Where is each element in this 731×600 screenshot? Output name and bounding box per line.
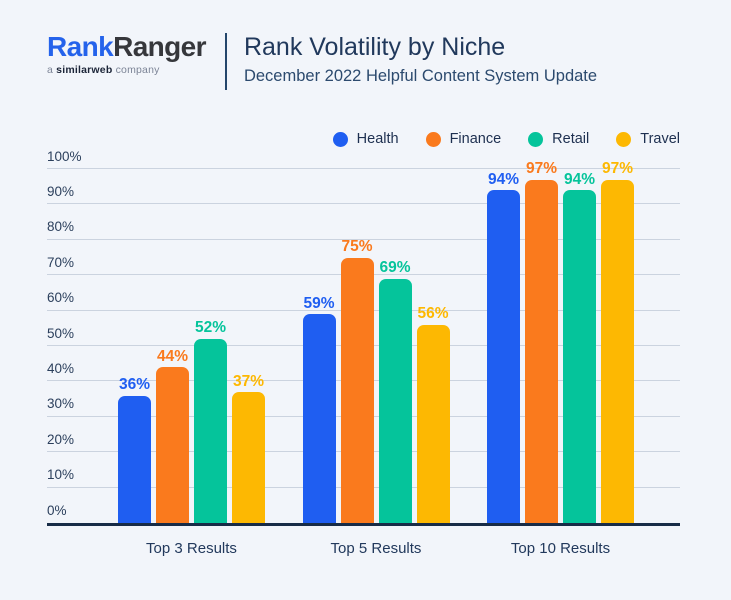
header-divider: [224, 33, 227, 90]
legend-dot-icon: [528, 131, 544, 147]
bar-column-health: 59%: [302, 169, 336, 523]
bar-travel: [232, 392, 265, 523]
y-axis-label: 10%: [47, 467, 75, 483]
legend-item-finance: Finance: [425, 131, 502, 147]
y-axis-label: 100%: [47, 148, 82, 164]
y-axis-label: 80%: [47, 219, 75, 235]
gridline: [47, 168, 680, 169]
bar-value-label: 94%: [563, 170, 596, 188]
tagline-suffix: company: [115, 64, 160, 76]
x-axis-label: Top 3 Results: [146, 540, 237, 557]
bar-column-travel: 37%: [232, 169, 265, 523]
legend-item-retail: Retail: [528, 131, 589, 147]
bar-value-label: 37%: [232, 372, 265, 390]
tagline-prefix: a: [47, 64, 54, 76]
gridline: [47, 203, 680, 205]
legend-label: Retail: [552, 131, 590, 147]
bar-value-label: 75%: [341, 238, 373, 255]
bar-column-retail: 52%: [194, 169, 227, 523]
legend-dot-icon: [425, 131, 441, 147]
bar-value-label: 69%: [379, 259, 411, 277]
bar-health: [118, 395, 151, 523]
y-axis-label: 40%: [47, 360, 75, 376]
y-axis-label: 90%: [47, 183, 75, 199]
bar-value-label: 97%: [525, 160, 558, 178]
title-block: Rank Volatility by Niche December 2022 H…: [244, 33, 597, 85]
bar-column-finance: 44%: [156, 169, 189, 523]
plot-area: 0% 10% 20% 30% 40% 50% 60% 70% 80% 90% 100% 36% 44% 5…: [47, 149, 680, 557]
gridline: [47, 238, 680, 240]
y-axis-label: 50%: [47, 325, 75, 341]
legend-label: Finance: [449, 131, 502, 147]
bar-health: [487, 190, 520, 523]
bar-value-label: 97%: [601, 160, 634, 178]
bar-group: 59% 75% 69% 56% Top 5 Results: [302, 169, 450, 557]
bar-group: 36% 44% 52% 37% Top 3 Results: [118, 169, 265, 557]
legend-item-health: Health: [332, 131, 399, 147]
bar-travel: [416, 324, 450, 523]
y-axis-label: 30%: [47, 396, 75, 412]
chart-subtitle: December 2022 Helpful Content System Upd…: [243, 66, 598, 85]
bar-column-health: 94%: [487, 169, 520, 523]
legend-item-travel: Travel: [616, 131, 680, 147]
logo-wordmark: RankRanger: [47, 31, 207, 62]
legend: Health Finance Retail Travel: [0, 131, 680, 147]
bar-value-label: 36%: [118, 376, 151, 394]
legend-label: Travel: [640, 131, 680, 147]
logo-rank: Rank: [47, 31, 114, 62]
bar-column-retail: 94%: [563, 169, 596, 523]
legend-dot-icon: [616, 131, 632, 147]
bar-travel: [601, 179, 634, 523]
bar-value-label: 94%: [487, 170, 520, 188]
bar-column-finance: 75%: [340, 169, 374, 523]
bar-column-health: 36%: [118, 169, 151, 523]
bar-value-label: 44%: [156, 347, 189, 365]
logo-tagline: a similarweb company: [47, 64, 206, 76]
bar-finance: [525, 179, 558, 523]
bar-groups: 36% 44% 52% 37% Top 3 Results 59% 75% 69% 56% Top…: [47, 161, 680, 557]
y-axis-label: 60%: [47, 290, 75, 306]
bar-value-label: 59%: [303, 294, 335, 312]
bar-group: 94% 97% 94% 97% Top 10 Results: [487, 161, 634, 557]
legend-dot-icon: [332, 131, 348, 147]
chart-title: Rank Volatility by Niche: [243, 33, 506, 61]
legend-label: Health: [356, 131, 399, 147]
bar-retail: [194, 338, 227, 523]
y-axis-label: 0%: [47, 502, 67, 518]
bar-finance: [340, 257, 374, 523]
bar-column-retail: 69%: [378, 169, 412, 523]
bar-column-finance: 97%: [525, 161, 558, 523]
bar-column-travel: 56%: [416, 169, 450, 523]
bar-value-label: 52%: [194, 319, 227, 337]
tagline-brand: similarweb: [56, 64, 113, 76]
bar-health: [302, 314, 336, 523]
bar-column-travel: 97%: [601, 161, 634, 523]
y-axis-label: 70%: [47, 254, 75, 270]
x-axis-label: Top 5 Results: [330, 540, 422, 557]
header: RankRanger a similarweb company Rank Vol…: [0, 0, 731, 90]
bar-finance: [156, 367, 189, 523]
bar-retail: [563, 190, 596, 523]
x-axis-label: Top 10 Results: [510, 540, 611, 557]
bar-retail: [378, 278, 412, 523]
y-axis-label: 20%: [47, 431, 75, 447]
rankranger-logo: RankRanger a similarweb company: [47, 31, 207, 77]
bar-value-label: 56%: [417, 305, 449, 323]
logo-ranger: Ranger: [113, 31, 206, 62]
